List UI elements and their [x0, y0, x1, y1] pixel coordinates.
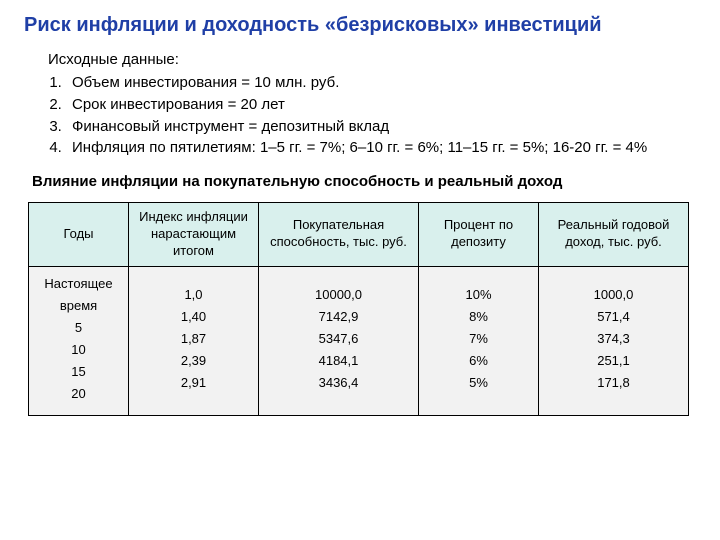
index-value: 1,87	[133, 328, 254, 350]
cell-rate: 10% 8% 7% 6% 5%	[419, 266, 539, 416]
year-value: 20	[33, 383, 124, 405]
th-rate: Процент по депозиту	[419, 203, 539, 267]
list-item: Объем инвестирования = 10 млн. руб.	[66, 72, 696, 94]
income-value: 374,3	[543, 328, 684, 350]
th-index: Индекс инфляции нарастающим итогом	[129, 203, 259, 267]
list-item: Инфляция по пятилетиям: 1–5 гг. = 7%; 6–…	[66, 137, 696, 159]
power-value: 5347,6	[263, 328, 414, 350]
th-income: Реальный годовой доход, тыс. руб.	[539, 203, 689, 267]
income-value: 251,1	[543, 350, 684, 372]
rate-value: 7%	[423, 328, 534, 350]
th-power: Покупательная способность, тыс. руб.	[259, 203, 419, 267]
income-value: 1000,0	[543, 284, 684, 306]
list-item: Финансовый инструмент = депозитный вклад	[66, 116, 696, 138]
year-value: 15	[33, 361, 124, 383]
power-value: 4184,1	[263, 350, 414, 372]
year-value: 10	[33, 339, 124, 361]
table-header-row: Годы Индекс инфляции нарастающим итогом …	[29, 203, 689, 267]
index-value: 2,91	[133, 372, 254, 394]
rate-value: 8%	[423, 306, 534, 328]
income-value: 571,4	[543, 306, 684, 328]
cell-years: Настоящее время 5 10 15 20	[29, 266, 129, 416]
index-value: 1,0	[133, 284, 254, 306]
cell-power: 10000,0 7142,9 5347,6 4184,1 3436,4	[259, 266, 419, 416]
inflation-table: Годы Индекс инфляции нарастающим итогом …	[28, 202, 689, 416]
th-years: Годы	[29, 203, 129, 267]
assumptions-list: Объем инвестирования = 10 млн. руб. Срок…	[24, 72, 696, 159]
table-body-row: Настоящее время 5 10 15 20 1,0 1,40 1,87…	[29, 266, 689, 416]
power-value: 7142,9	[263, 306, 414, 328]
table-subtitle: Влияние инфляции на покупательную способ…	[32, 173, 696, 190]
year-value: 5	[33, 317, 124, 339]
index-value: 2,39	[133, 350, 254, 372]
power-value: 10000,0	[263, 284, 414, 306]
page-title: Риск инфляции и доходность «безрисковых»…	[24, 14, 696, 37]
rate-value: 10%	[423, 284, 534, 306]
year-value: Настоящее время	[33, 273, 124, 317]
power-value: 3436,4	[263, 372, 414, 394]
rate-value: 5%	[423, 372, 534, 394]
list-item: Срок инвестирования = 20 лет	[66, 94, 696, 116]
income-value: 171,8	[543, 372, 684, 394]
cell-index: 1,0 1,40 1,87 2,39 2,91	[129, 266, 259, 416]
cell-income: 1000,0 571,4 374,3 251,1 171,8	[539, 266, 689, 416]
intro-label: Исходные данные:	[48, 51, 696, 68]
index-value: 1,40	[133, 306, 254, 328]
rate-value: 6%	[423, 350, 534, 372]
